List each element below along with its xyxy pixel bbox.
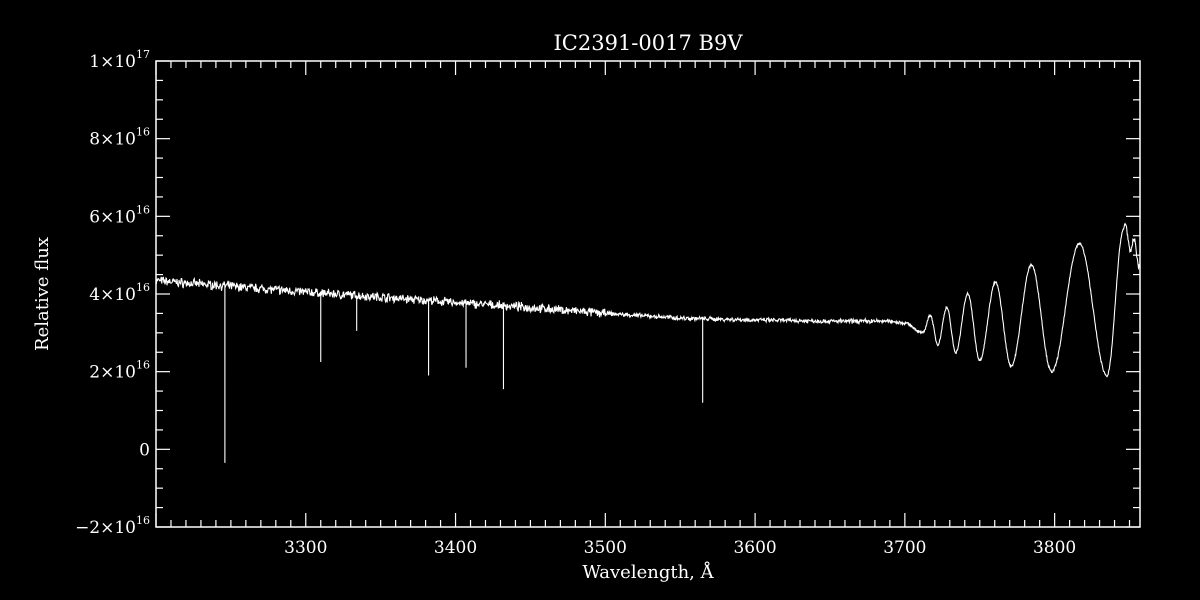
y-tick-label: 1×1017	[89, 48, 150, 72]
y-tick-label: 2×1016	[89, 359, 150, 383]
x-tick-label: 3300	[284, 538, 327, 558]
y-tick-label: 6×1016	[89, 203, 150, 227]
axis-ticks	[155, 60, 1140, 528]
plot-area	[155, 222, 1141, 463]
x-tick-label: 3500	[584, 538, 627, 558]
x-tick-label: 3600	[733, 538, 776, 558]
y-tick-label: 8×1016	[89, 126, 150, 150]
y-axis-title: Relative flux	[32, 237, 53, 351]
y-tick-label: 4×1016	[89, 281, 150, 305]
y-tick-label: 0	[139, 440, 150, 460]
y-tick-label: −2×1016	[75, 514, 150, 538]
plot-frame	[155, 60, 1141, 528]
x-tick-label: 3400	[434, 538, 477, 558]
x-axis-title: Wavelength, Å	[582, 561, 714, 583]
chart-title: IC2391-0017 B9V	[554, 31, 744, 55]
x-tick-label: 3700	[883, 538, 926, 558]
spectrum-line	[155, 222, 1141, 463]
x-tick-label: 3800	[1033, 538, 1076, 558]
tick-labels: 3300 3400 3500 3600 3700 3800 1×1017 8×1016 6×10…	[75, 48, 1076, 558]
